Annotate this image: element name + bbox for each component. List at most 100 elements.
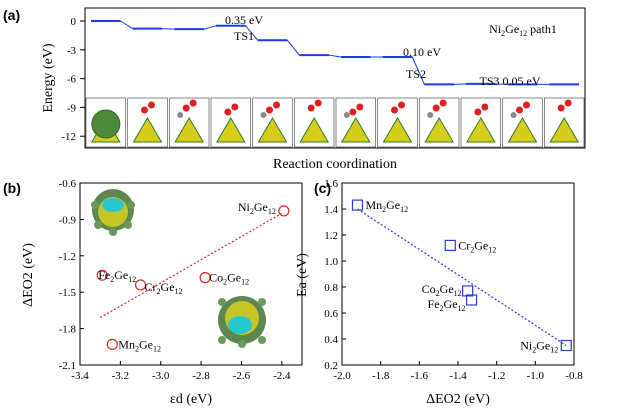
x-tick-label: -1.6 xyxy=(411,370,429,382)
y-tick-label: -1.5 xyxy=(59,287,77,299)
y-tick-label: -0.6 xyxy=(59,178,77,190)
data-point xyxy=(106,338,118,350)
y-tick-label: -6 xyxy=(67,74,77,86)
point-label: Fe2Ge12 xyxy=(428,297,466,313)
cluster-shape xyxy=(507,117,538,143)
point-label: Co2Ge12 xyxy=(209,271,249,287)
y-tick-label: 1.2 xyxy=(324,230,338,242)
oxygen-atom xyxy=(481,103,489,111)
point-label: Cr2Ge12 xyxy=(458,238,496,254)
oxygen-atom xyxy=(557,104,565,112)
oxygen-atom xyxy=(439,99,447,107)
cluster-image-top xyxy=(91,189,135,236)
oxygen-atom xyxy=(266,106,273,114)
panel-a-frame xyxy=(84,7,586,149)
y-tick-label: -2.1 xyxy=(59,360,76,372)
data-point xyxy=(351,199,364,211)
y-tick-label: 1.0 xyxy=(324,256,338,268)
energy-profile xyxy=(91,20,579,86)
x-tick-label: -1.8 xyxy=(372,370,390,382)
panel-a-xlabel: Reaction coordination xyxy=(273,157,397,172)
y-tick-label: -1.8 xyxy=(59,324,77,336)
cluster-shape xyxy=(340,117,371,143)
panel-a-ylabel: Energy (eV) xyxy=(41,43,56,113)
oxygen-atom xyxy=(314,99,322,107)
y-tick-label: 1.6 xyxy=(324,178,338,190)
panel-b-fit xyxy=(99,212,283,319)
panel-b: (b) -3.4 -3.2 -3.0 -2.8 -2.6 -2.4 -0.6 -0.9 -1.2… xyxy=(3,178,303,407)
ts3-label: TS3 0.05 eV xyxy=(480,74,541,88)
oxygen-atom xyxy=(182,104,190,112)
oxygen-atom xyxy=(432,104,440,112)
fit-line xyxy=(357,208,567,347)
panel-b-ylabel: ΔEO2 (eV) xyxy=(21,243,36,307)
y-tick-label: 0.8 xyxy=(324,282,338,294)
y-tick-label: 0.4 xyxy=(324,334,338,346)
oxygen-atom xyxy=(224,108,232,116)
carbon-atom xyxy=(343,112,350,118)
y-tick-label: 0 xyxy=(71,16,77,28)
panel-a: (a) 0 -3 -6 -9 -12 Ni2Ge12 path1 0.35 eV TS1… xyxy=(3,7,586,172)
oxygen-atom xyxy=(148,101,155,109)
point-label: Ni2Ge12 xyxy=(238,200,276,216)
x-tick-label: -2.4 xyxy=(273,370,291,382)
point-label: Ni2Ge12 xyxy=(520,339,558,355)
data-point xyxy=(444,239,456,251)
panel-c-label: (c) xyxy=(314,180,331,196)
oxygen-atom xyxy=(564,99,572,107)
y-tick-label: 1.4 xyxy=(324,204,338,216)
oxygen-atom xyxy=(189,99,197,107)
panel-c: (c) -2.0 -1.8 -1.6 -1.4 -1.2 -1.0 -0.8 1.6 1.4 1.… xyxy=(295,178,583,407)
y-tick-label: 0.6 xyxy=(324,308,338,320)
cluster-shape xyxy=(257,117,288,143)
oxygen-atom xyxy=(516,106,523,114)
panel-c-fit xyxy=(357,208,567,347)
cluster-shape xyxy=(91,109,121,139)
data-point xyxy=(134,279,147,291)
connector xyxy=(203,25,217,30)
carbon-atom xyxy=(260,112,267,118)
carbon-atom xyxy=(177,112,184,118)
panel-c-xlabel: ΔEO2 (eV) xyxy=(426,392,490,407)
data-point xyxy=(560,339,572,352)
x-tick-label: -3.4 xyxy=(71,370,89,382)
cluster-shape xyxy=(465,117,496,143)
panel-c-ylabel: Ea (eV) xyxy=(295,253,310,297)
panel-c-axes: -2.0 -1.8 -1.6 -1.4 -1.2 -1.0 -0.8 1.6 1.4 1.2 1.0… xyxy=(324,178,583,382)
data-point xyxy=(278,205,290,217)
ts2-energy-label: 0.10 eV xyxy=(403,45,441,59)
x-tick-label: -2.8 xyxy=(192,370,210,382)
oxygen-atom xyxy=(231,103,239,111)
panel-a-title: Ni2Ge12 path1 xyxy=(489,22,557,38)
ts1-energy-label: 0.35 eV xyxy=(225,13,263,27)
carbon-atom xyxy=(510,112,517,118)
panel-a-y-axis: 0 -3 -6 -9 -12 xyxy=(61,16,85,143)
connector xyxy=(411,56,425,85)
x-tick-label: -2.6 xyxy=(233,370,251,382)
panel-a-label: (a) xyxy=(3,7,20,23)
cluster-shape xyxy=(382,117,413,143)
y-tick-label: -9 xyxy=(67,102,77,114)
data-point xyxy=(462,285,474,297)
data-point xyxy=(96,269,108,281)
x-tick-label: -1.2 xyxy=(488,370,505,382)
oxygen-atom xyxy=(349,108,357,116)
oxygen-atom xyxy=(391,106,398,114)
point-label: Mn2Ge12 xyxy=(118,337,161,353)
oxygen-atom xyxy=(141,106,148,114)
carbon-atom xyxy=(427,112,434,118)
point-label: Fe2Ge12 xyxy=(98,268,136,284)
oxygen-atom xyxy=(523,101,530,109)
y-tick-label: -3 xyxy=(67,45,77,57)
panel-b-frame xyxy=(79,182,303,366)
x-tick-label: -0.8 xyxy=(565,370,583,382)
cluster-shape xyxy=(215,117,246,143)
cluster-shape xyxy=(549,117,580,143)
data-point xyxy=(465,294,478,306)
oxygen-atom xyxy=(356,103,364,111)
fit-line xyxy=(99,212,283,319)
data-point xyxy=(199,272,211,284)
cluster-image-bottom xyxy=(218,296,266,348)
